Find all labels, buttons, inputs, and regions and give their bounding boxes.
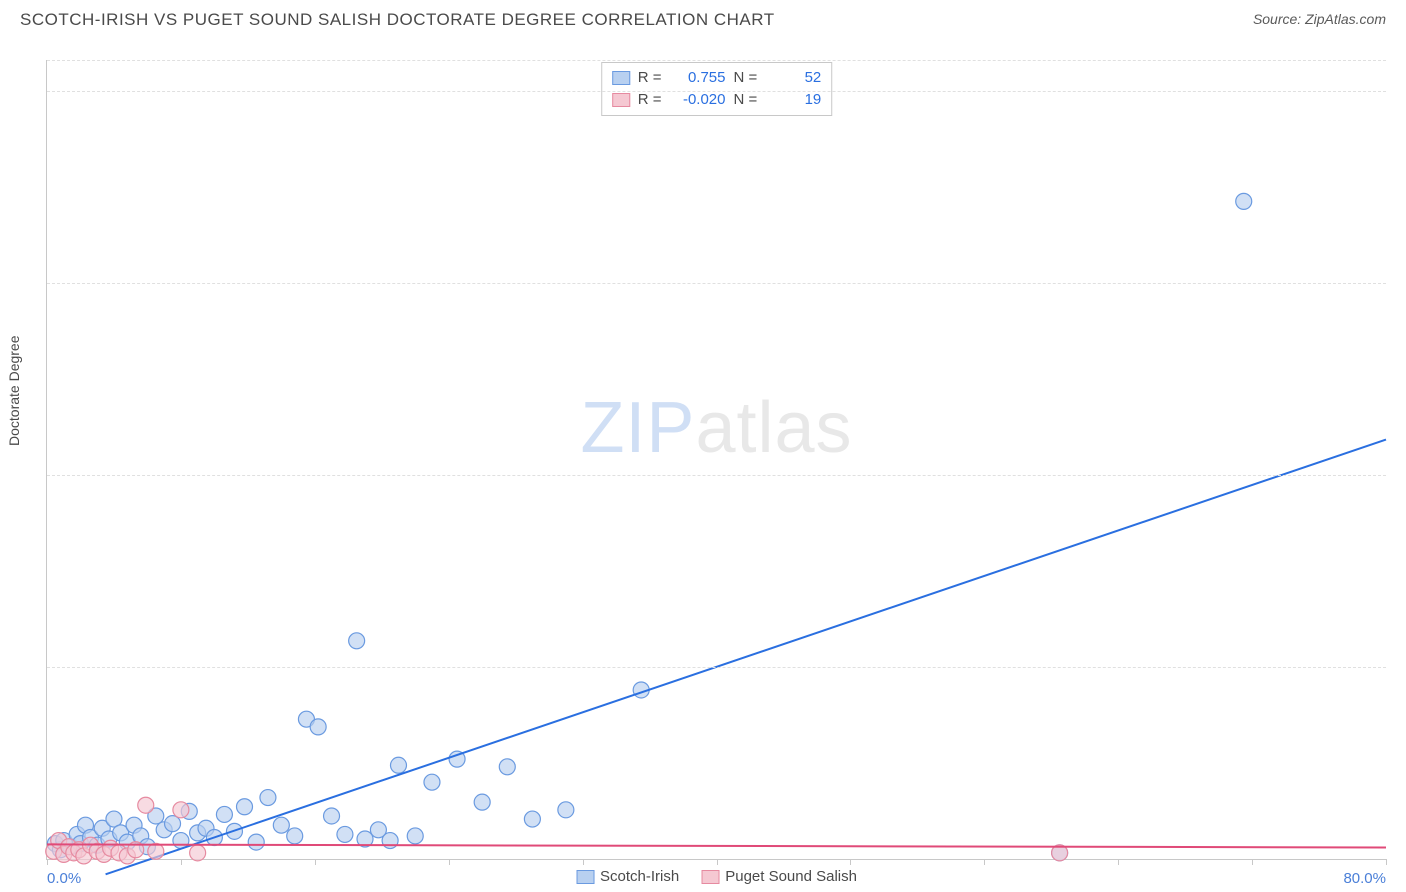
x-tick bbox=[984, 859, 985, 865]
data-point bbox=[260, 790, 276, 806]
x-tick bbox=[717, 859, 718, 865]
data-point bbox=[474, 794, 490, 810]
x-tick bbox=[850, 859, 851, 865]
chart-title: SCOTCH-IRISH VS PUGET SOUND SALISH DOCTO… bbox=[20, 10, 775, 30]
source-name: ZipAtlas.com bbox=[1305, 11, 1386, 27]
x-tick bbox=[1118, 859, 1119, 865]
legend-swatch-bottom-0 bbox=[576, 870, 594, 884]
data-point bbox=[248, 834, 264, 850]
data-point bbox=[558, 802, 574, 818]
legend-label-1: Puget Sound Salish bbox=[725, 868, 857, 885]
source-prefix: Source: bbox=[1253, 11, 1305, 27]
grid-line bbox=[47, 667, 1386, 668]
data-point bbox=[165, 816, 181, 832]
regression-line bbox=[47, 844, 1386, 847]
data-point bbox=[148, 843, 164, 859]
legend-swatch-bottom-1 bbox=[701, 870, 719, 884]
x-tick bbox=[315, 859, 316, 865]
x-tick bbox=[47, 859, 48, 865]
series-legend: Scotch-Irish Puget Sound Salish bbox=[576, 868, 857, 885]
data-point bbox=[424, 774, 440, 790]
data-point bbox=[324, 808, 340, 824]
plot-area: ZIPatlas R = 0.755 N = 52 R = -0.020 N =… bbox=[46, 60, 1386, 860]
legend-item-1: Puget Sound Salish bbox=[701, 868, 857, 885]
legend-item-0: Scotch-Irish bbox=[576, 868, 679, 885]
data-point bbox=[216, 806, 232, 822]
x-max-label: 80.0% bbox=[1343, 870, 1386, 887]
data-point bbox=[237, 799, 253, 815]
legend-label-0: Scotch-Irish bbox=[600, 868, 679, 885]
grid-line bbox=[47, 283, 1386, 284]
source-label: Source: ZipAtlas.com bbox=[1253, 11, 1386, 29]
y-axis-label: Doctorate Degree bbox=[6, 335, 22, 446]
x-tick bbox=[583, 859, 584, 865]
scatter-svg bbox=[47, 60, 1386, 859]
data-point bbox=[190, 845, 206, 861]
x-tick bbox=[1386, 859, 1387, 865]
data-point bbox=[1236, 193, 1252, 209]
data-point bbox=[337, 826, 353, 842]
data-point bbox=[499, 759, 515, 775]
x-tick bbox=[449, 859, 450, 865]
data-point bbox=[173, 802, 189, 818]
data-point bbox=[349, 633, 365, 649]
data-point bbox=[310, 719, 326, 735]
x-min-label: 0.0% bbox=[47, 870, 81, 887]
data-point bbox=[138, 797, 154, 813]
data-point bbox=[287, 828, 303, 844]
x-tick bbox=[181, 859, 182, 865]
grid-line bbox=[47, 91, 1386, 92]
grid-line bbox=[47, 475, 1386, 476]
data-point bbox=[407, 828, 423, 844]
grid-line bbox=[47, 60, 1386, 61]
data-point bbox=[273, 817, 289, 833]
data-point bbox=[524, 811, 540, 827]
regression-line bbox=[106, 440, 1386, 875]
x-tick bbox=[1252, 859, 1253, 865]
data-point bbox=[390, 757, 406, 773]
